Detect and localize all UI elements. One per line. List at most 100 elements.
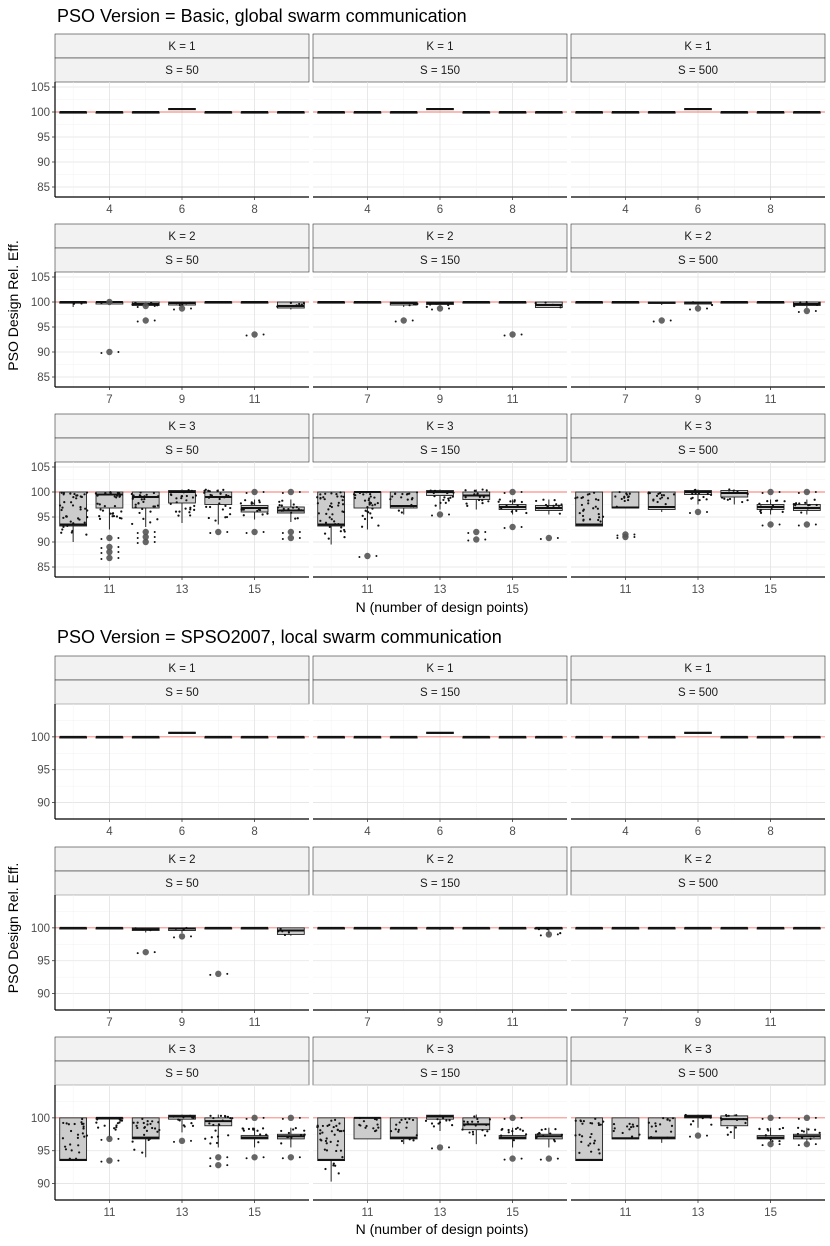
jitter-point [597,1123,601,1127]
facet-label-s: S = 500 [678,255,718,267]
jitter-point [797,1144,800,1147]
jitter-point [325,512,328,516]
box-N14 [462,488,491,510]
jitter-point [597,1148,600,1151]
facet-strip-k [570,1036,826,1062]
jitter-point [767,1129,770,1132]
outlier-point [436,511,444,518]
jitter-point [691,492,694,495]
jitter-point [446,491,449,495]
jitter-point [448,307,450,310]
facet-strip-s [312,1060,568,1086]
jitter-point [542,498,545,501]
box-N6 [426,108,454,111]
jitter-point [806,507,809,510]
jitter-point [339,530,342,533]
jitter-point [153,319,156,322]
facet-strip-s [312,679,568,705]
jitter-point [814,1116,817,1119]
jitter-point [73,492,76,496]
jitter-point [647,492,650,495]
jitter-point [404,1117,407,1121]
x-tick-label: 7 [364,1017,370,1029]
facet-strip-k [312,1036,568,1062]
jitter-point [96,494,99,497]
jitter-point [316,496,319,499]
jitter-point [327,537,330,540]
jitter-point [505,504,508,507]
jitter-point [207,489,210,492]
jitter-point [280,1129,283,1133]
jitter-point [546,928,549,931]
jitter-point [612,1129,615,1133]
jitter-point [507,1128,510,1132]
jitter-point [334,523,337,526]
x-tick-label: 15 [764,584,777,596]
jitter-point [411,319,414,322]
box-N13 [168,1114,196,1133]
jitter-point [62,516,65,519]
jitter-point [321,1131,324,1134]
jitter-point [478,495,481,498]
box-N12 [131,1117,161,1158]
jitter-point [546,506,550,509]
outlier-point [545,534,553,542]
jitter-point [282,507,285,510]
box-N9 [684,926,712,930]
jitter-point [411,1118,415,1122]
jitter-point [435,302,438,305]
outlier-point [215,1154,222,1161]
jitter-point [177,514,180,517]
box-N9 [276,111,305,114]
x-tick-label: 15 [506,584,519,596]
box-N11 [611,490,640,509]
jitter-point [134,927,137,930]
jitter-point [266,512,269,515]
facet-strip-k [570,33,826,59]
jitter-point [262,1116,265,1119]
jitter-point [436,1118,439,1121]
jitter-point [431,1147,433,1150]
jitter-point [732,489,735,492]
jitter-point [652,498,655,501]
box-N8 [498,111,527,114]
jitter-point [615,505,618,508]
jitter-point [224,516,227,519]
jitter-point [244,499,247,502]
jitter-point [623,496,626,499]
jitter-point [98,503,101,506]
jitter-point [136,952,139,955]
jitter-point [592,491,596,494]
jitter-point [476,1120,480,1123]
outlier-point [364,552,371,560]
jitter-point [340,526,343,529]
box-N12 [534,926,563,935]
jitter-point [83,1135,86,1138]
y-tick-label: 95 [37,322,50,334]
jitter-point [559,306,562,309]
jitter-point [221,1119,224,1122]
jitter-point [473,1115,476,1118]
jitter-point [500,1128,503,1131]
jitter-point [143,1126,147,1129]
jitter-point [138,511,141,515]
box-N5 [389,735,418,739]
outlier-point [436,305,444,312]
jitter-point [800,511,803,514]
jitter-point [60,531,63,534]
x-tick-label: 6 [437,204,443,216]
jitter-point [693,488,696,492]
box-N8 [240,735,269,739]
outlier-point [251,528,258,536]
jitter-point [96,502,99,505]
jitter-point [294,517,297,520]
box-N5 [647,111,676,114]
jitter-point [589,1142,592,1145]
jitter-point [100,302,103,304]
jitter-point [797,1117,800,1120]
box-N10 [58,491,89,542]
jitter-point [389,1129,393,1133]
jitter-point [485,1123,488,1127]
jitter-point [72,496,75,499]
jitter-point [395,1123,398,1126]
